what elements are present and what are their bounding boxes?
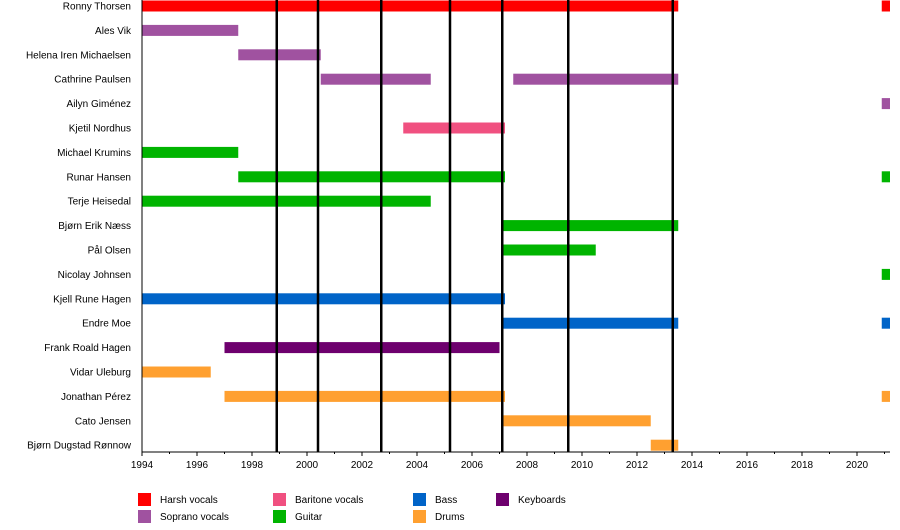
member-label-ailyn-gim-nez: Ailyn Giménez [67, 99, 131, 110]
x-tick-label-2016: 2016 [736, 460, 759, 471]
bar-endre-moe-bass-1 [881, 317, 890, 329]
legend-swatch-baritone [273, 493, 286, 506]
x-tick-label-1998: 1998 [241, 460, 264, 471]
bar-runar-hansen-guitar-1 [881, 171, 890, 183]
x-tick-label-1996: 1996 [186, 460, 209, 471]
x-tick-label-2020: 2020 [846, 460, 869, 471]
x-tick-label-2002: 2002 [351, 460, 374, 471]
member-label-runar-hansen: Runar Hansen [67, 172, 131, 183]
legend-label-keyboards: Keyboards [518, 495, 566, 506]
member-label-bj-rn-dugstad-r-nnow: Bjørn Dugstad Rønnow [27, 441, 132, 452]
bar-kjetil-nordhus-baritone-0 [403, 122, 505, 134]
member-label-michael-krumins: Michael Krumins [57, 148, 131, 159]
x-tick-label-2008: 2008 [516, 460, 539, 471]
bar-bj-rn-dugstad-r-nnow-drums-0 [650, 439, 679, 451]
x-tick-label-2014: 2014 [681, 460, 704, 471]
legend-label-bass: Bass [435, 495, 457, 506]
bar-kjell-rune-hagen-bass-0 [142, 293, 505, 305]
member-label-bj-rn-erik-n-ss: Bjørn Erik Næss [58, 221, 131, 232]
member-label-helena-iren-michaelsen: Helena Iren Michaelsen [26, 50, 131, 61]
member-label-ronny-thorsen: Ronny Thorsen [63, 2, 131, 13]
legend-label-drums: Drums [435, 512, 464, 523]
bar-ronny-thorsen-harsh-1 [881, 0, 890, 12]
bar-nicolay-johnsen-guitar-0 [881, 268, 890, 280]
x-tick-label-1994: 1994 [131, 460, 154, 471]
legend-label-baritone: Baritone vocals [295, 495, 363, 506]
member-label-ales-vik: Ales Vik [95, 26, 132, 37]
bar-terje-heisedal-guitar-0 [142, 195, 431, 207]
bar-cato-jensen-drums-0 [502, 415, 651, 427]
x-tick-label-2018: 2018 [791, 460, 814, 471]
x-tick-label-2012: 2012 [626, 460, 649, 471]
member-label-jonathan-p-rez: Jonathan Pérez [61, 392, 131, 403]
legend-swatch-keyboards [496, 493, 509, 506]
member-label-cathrine-paulsen: Cathrine Paulsen [54, 75, 131, 86]
member-label-endre-moe: Endre Moe [82, 319, 131, 330]
member-label-cato-jensen: Cato Jensen [75, 416, 131, 427]
legend-label-soprano: Soprano vocals [160, 512, 229, 523]
legend-swatch-drums [413, 510, 426, 523]
member-label-kjetil-nordhus: Kjetil Nordhus [69, 124, 131, 135]
bar-bj-rn-erik-n-ss-guitar-0 [502, 220, 679, 232]
bar-ronny-thorsen-harsh-0 [142, 0, 679, 12]
legend-swatch-soprano [138, 510, 151, 523]
member-label-nicolay-johnsen: Nicolay Johnsen [58, 270, 131, 281]
legend-swatch-harsh [138, 493, 151, 506]
bar-jonathan-p-rez-drums-0 [224, 390, 505, 402]
member-label-kjell-rune-hagen: Kjell Rune Hagen [53, 294, 131, 305]
member-label-frank-roald-hagen: Frank Roald Hagen [44, 343, 131, 354]
bar-vidar-uleburg-drums-0 [142, 366, 211, 378]
legend-swatch-guitar [273, 510, 286, 523]
x-tick-label-2004: 2004 [406, 460, 429, 471]
bar-ailyn-gim-nez-soprano-0 [881, 98, 890, 110]
legend-label-harsh: Harsh vocals [160, 495, 218, 506]
x-tick-label-2000: 2000 [296, 460, 319, 471]
bar-cathrine-paulsen-soprano-1 [513, 73, 679, 85]
bar-p-l-olsen-guitar-0 [502, 244, 596, 256]
bar-cathrine-paulsen-soprano-0 [320, 73, 431, 85]
x-tick-label-2010: 2010 [571, 460, 594, 471]
bar-michael-krumins-guitar-0 [142, 146, 239, 158]
member-label-terje-heisedal: Terje Heisedal [68, 197, 131, 208]
member-label-p-l-olsen: Pål Olsen [88, 245, 131, 257]
legend-swatch-bass [413, 493, 426, 506]
bar-runar-hansen-guitar-0 [238, 171, 505, 183]
legend-label-guitar: Guitar [295, 512, 323, 523]
member-label-vidar-uleburg: Vidar Uleburg [70, 368, 131, 379]
bar-endre-moe-bass-0 [502, 317, 679, 329]
bar-ales-vik-soprano-0 [142, 24, 239, 36]
x-tick-label-2006: 2006 [461, 460, 484, 471]
bar-helena-iren-michaelsen-soprano-0 [238, 49, 321, 61]
bar-jonathan-p-rez-drums-1 [881, 390, 890, 402]
bar-frank-roald-hagen-keyboards-0 [224, 342, 500, 354]
